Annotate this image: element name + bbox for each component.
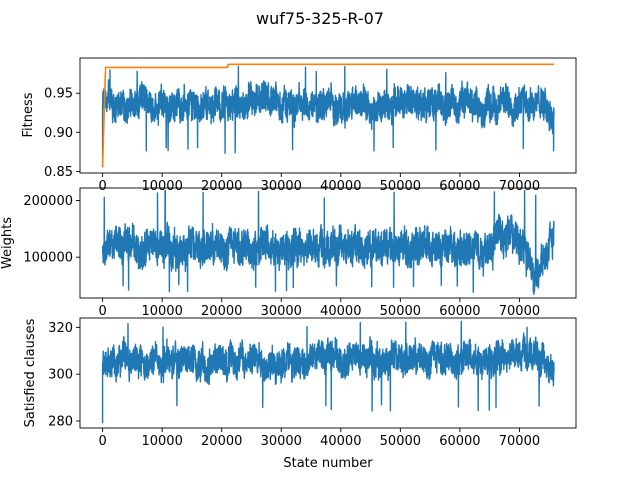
x-tick-label: 60000 — [439, 434, 480, 449]
weights-ylabel: Weights — [0, 217, 15, 269]
x-tick-label: 20000 — [201, 304, 242, 319]
y-tick-label: 100000 — [23, 251, 73, 266]
x-tick-label: 50000 — [380, 179, 421, 194]
x-tick-label: 0 — [98, 434, 106, 449]
y-tick-label: 0.85 — [44, 165, 73, 180]
x-tick-label: 40000 — [320, 434, 361, 449]
state-number-xlabel: State number — [283, 456, 373, 471]
x-tick-label: 20000 — [201, 179, 242, 194]
plot-area — [101, 320, 555, 424]
x-tick-label: 60000 — [439, 179, 480, 194]
weights-panel: Weights 0 10000 20000 30000 40000 50000 60000 7… — [0, 187, 577, 319]
x-tick-label: 70000 — [499, 179, 540, 194]
plot-area — [101, 63, 555, 168]
x-tick-label: 30000 — [261, 304, 302, 319]
y-tick-label: 0.90 — [44, 126, 73, 141]
x-tick-label: 20000 — [201, 434, 242, 449]
y-tick-label: 280 — [48, 414, 73, 429]
axes-frame — [79, 317, 577, 429]
x-tick-label: 70000 — [499, 434, 540, 449]
series-line-0 — [101, 65, 555, 168]
x-tick-label: 70000 — [499, 304, 540, 319]
satisfied-clauses-panel: Satisfied clauses State number 0 10000 200… — [23, 317, 577, 471]
x-tick-label: 60000 — [439, 304, 480, 319]
x-tick-label: 10000 — [141, 304, 182, 319]
series-line-1 — [101, 63, 554, 168]
x-tick-label: 30000 — [261, 179, 302, 194]
series-line-0 — [101, 320, 555, 424]
x-tick-label: 40000 — [320, 179, 361, 194]
series-line-0 — [101, 189, 555, 295]
x-tick-label: 0 — [98, 179, 106, 194]
y-tick-label: 300 — [48, 368, 73, 383]
x-tick-label: 10000 — [141, 434, 182, 449]
y-tick-label: 320 — [48, 321, 73, 336]
axes-frame — [79, 57, 577, 174]
x-tick-label: 50000 — [380, 434, 421, 449]
x-tick-label: 10000 — [141, 179, 182, 194]
satisfied-clauses-ylabel: Satisfied clauses — [23, 318, 38, 427]
fitness-panel: Fitness 0 10000 20000 30000 40000 50000 60000 7… — [21, 57, 577, 194]
x-tick-label: 40000 — [320, 304, 361, 319]
x-tick-label: 0 — [98, 304, 106, 319]
x-tick-label: 30000 — [261, 434, 302, 449]
y-tick-label: 0.95 — [44, 87, 73, 102]
axes-frame — [79, 187, 577, 299]
x-tick-label: 50000 — [380, 304, 421, 319]
fitness-ylabel: Fitness — [21, 92, 36, 137]
y-tick-label: 200000 — [23, 194, 73, 209]
plot-area — [101, 189, 555, 295]
figure-title: wuf75-325-R-07 — [256, 9, 384, 28]
